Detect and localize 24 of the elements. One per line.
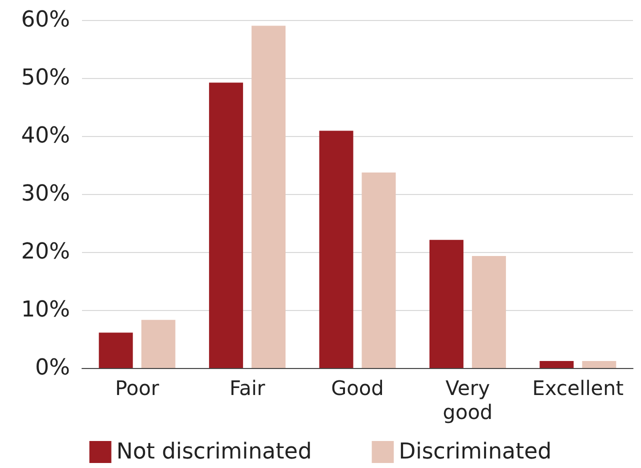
legend-label: Not discriminated bbox=[116, 440, 312, 464]
y-tick-label: 20% bbox=[21, 240, 70, 264]
bar bbox=[429, 240, 464, 368]
bar bbox=[209, 82, 244, 368]
y-tick-label: 0% bbox=[35, 356, 70, 380]
x-tick-label: Good bbox=[331, 376, 384, 400]
y-tick-label: 30% bbox=[21, 182, 70, 206]
y-tick-label: 50% bbox=[21, 66, 70, 90]
bar bbox=[362, 172, 396, 368]
bar bbox=[141, 320, 176, 368]
x-tick-label: Very good bbox=[442, 376, 493, 424]
x-tick-label: Fair bbox=[229, 376, 266, 400]
bar bbox=[252, 26, 286, 368]
bar bbox=[319, 130, 354, 368]
bar bbox=[472, 256, 506, 368]
legend-label: Discriminated bbox=[398, 440, 552, 464]
x-tick-label: Poor bbox=[115, 376, 160, 400]
y-tick-label: 60% bbox=[21, 8, 70, 32]
bar bbox=[98, 332, 133, 368]
y-tick-label: 40% bbox=[21, 124, 70, 148]
y-tick-label: 10% bbox=[21, 298, 70, 322]
x-tick-label: Excellent bbox=[532, 376, 624, 400]
bar bbox=[540, 361, 574, 368]
bar bbox=[582, 361, 616, 368]
